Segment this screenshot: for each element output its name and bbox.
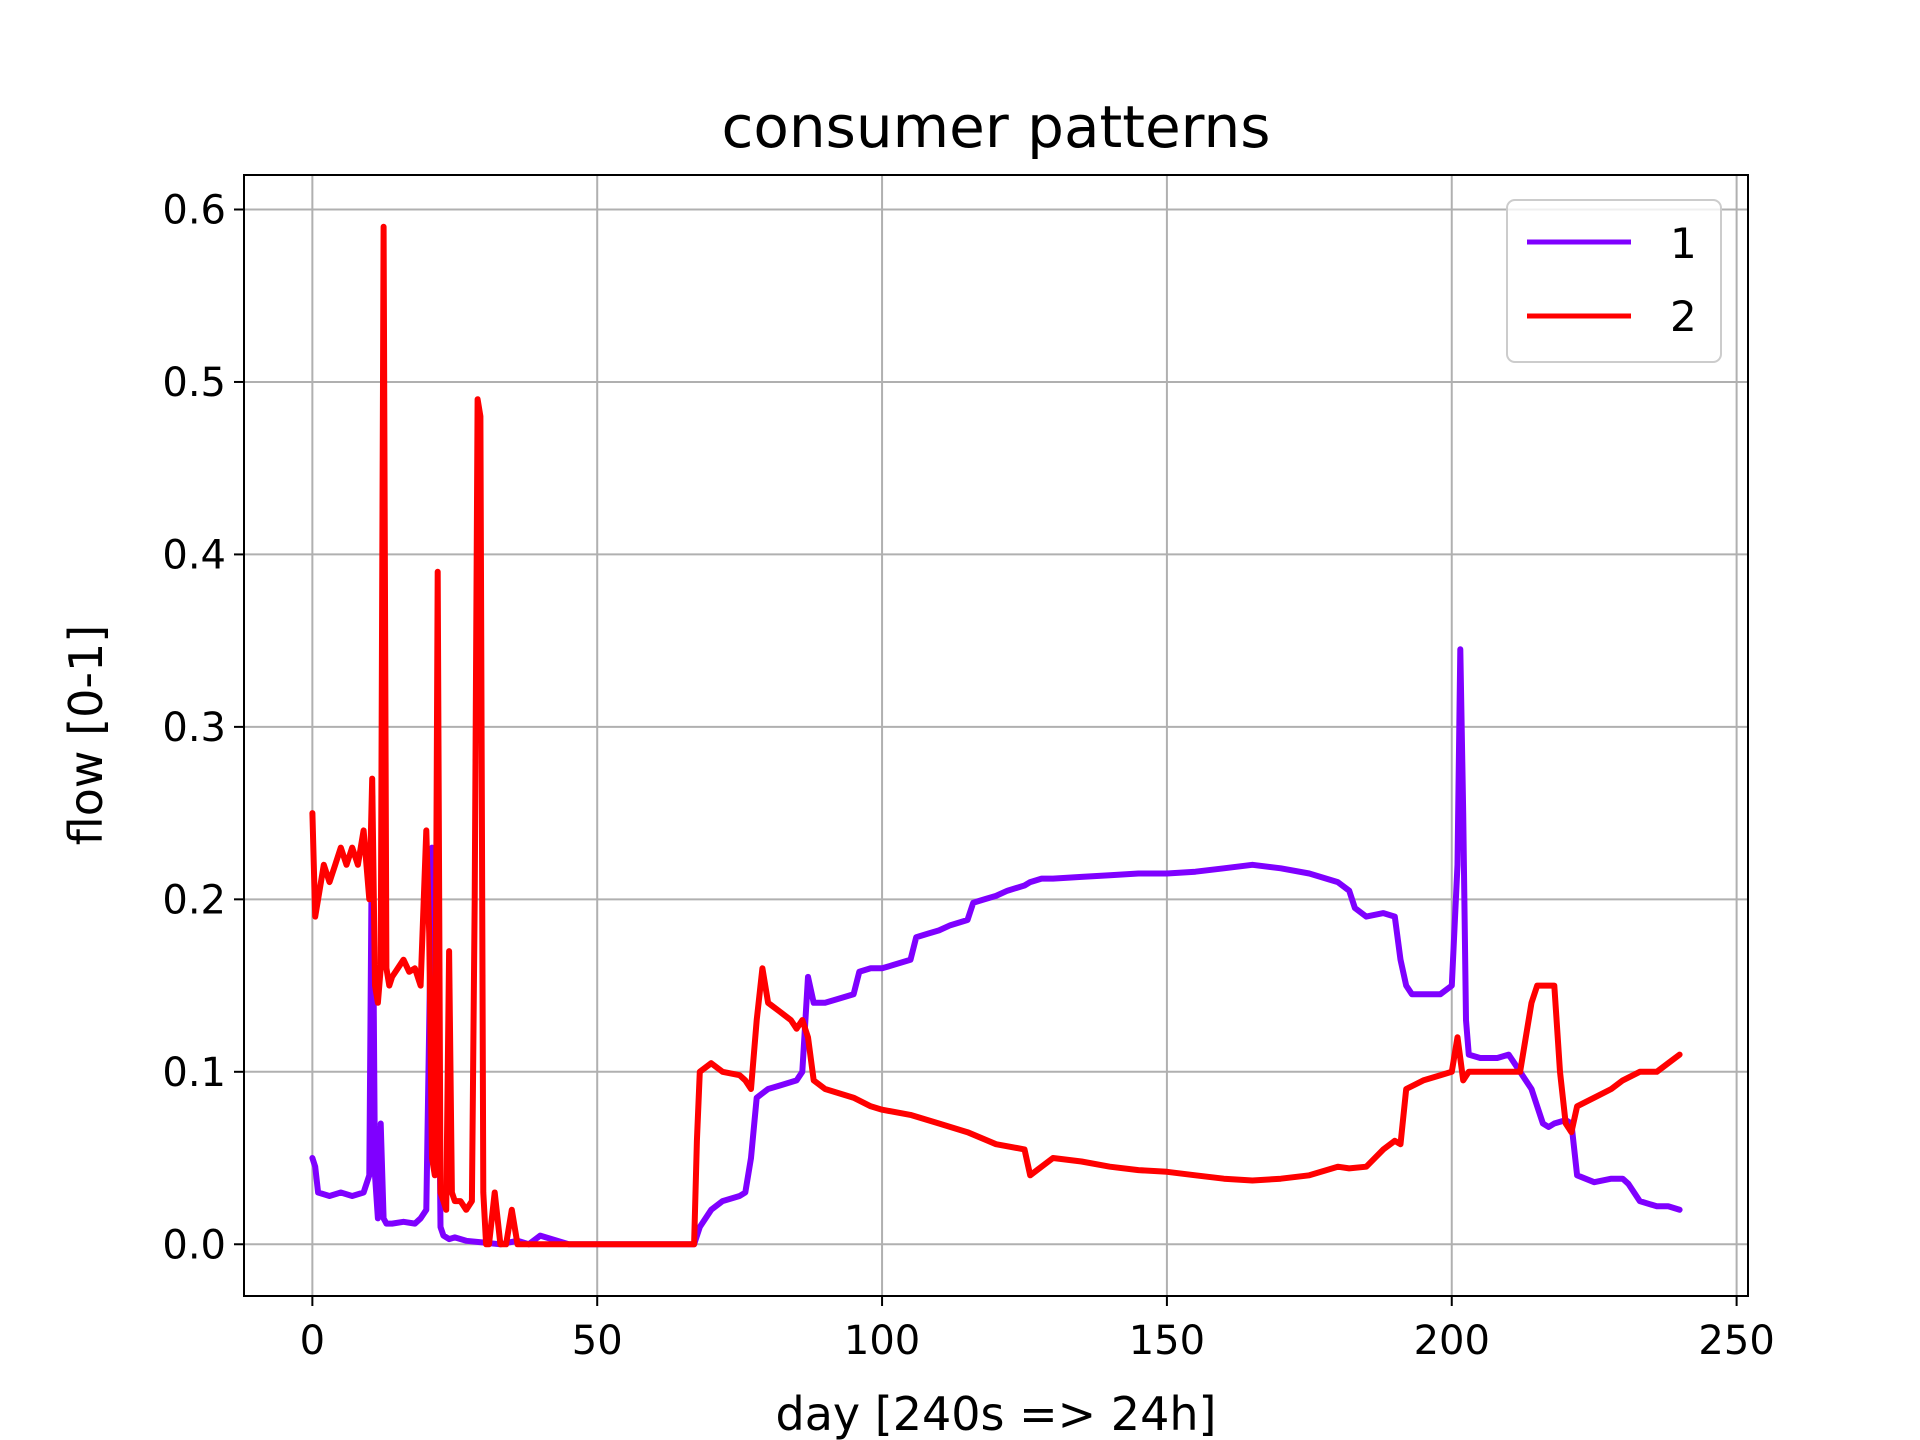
- axis-ticks: 0 50 100 150 200 250 0.0 0.1 0.2 0.3 0.4 0.5 0.6: [162, 187, 1774, 1364]
- legend-label-2: 2: [1670, 292, 1697, 341]
- x-tick-label: 250: [1698, 1318, 1774, 1364]
- x-tick-label: 150: [1129, 1318, 1205, 1364]
- y-tick-label: 0.0: [162, 1222, 226, 1268]
- x-tick-label: 100: [844, 1318, 920, 1364]
- y-axis-label: flow [0-1]: [59, 625, 113, 845]
- series-line-1: [309, 646, 1683, 1248]
- series-layer: [309, 223, 1683, 1248]
- chart-title: consumer patterns: [722, 93, 1271, 161]
- legend-label-1: 1: [1670, 219, 1697, 268]
- y-tick-label: 0.1: [162, 1050, 226, 1096]
- plot-frame: [243, 174, 1749, 1297]
- y-tick-label: 0.2: [162, 877, 226, 923]
- series-line-2: [309, 223, 1683, 1248]
- y-tick-label: 0.5: [162, 360, 226, 406]
- y-tick-label: 0.6: [162, 187, 226, 233]
- y-tick-label: 0.3: [162, 705, 226, 751]
- grid: [244, 175, 1748, 1296]
- x-tick-label: 50: [572, 1318, 623, 1364]
- x-tick-label: 0: [300, 1318, 325, 1364]
- y-tick-label: 0.4: [162, 532, 226, 578]
- x-axis-label: day [240s => 24h]: [776, 1387, 1217, 1440]
- x-tick-label: 200: [1414, 1318, 1490, 1364]
- legend: 1 2: [1506, 199, 1722, 363]
